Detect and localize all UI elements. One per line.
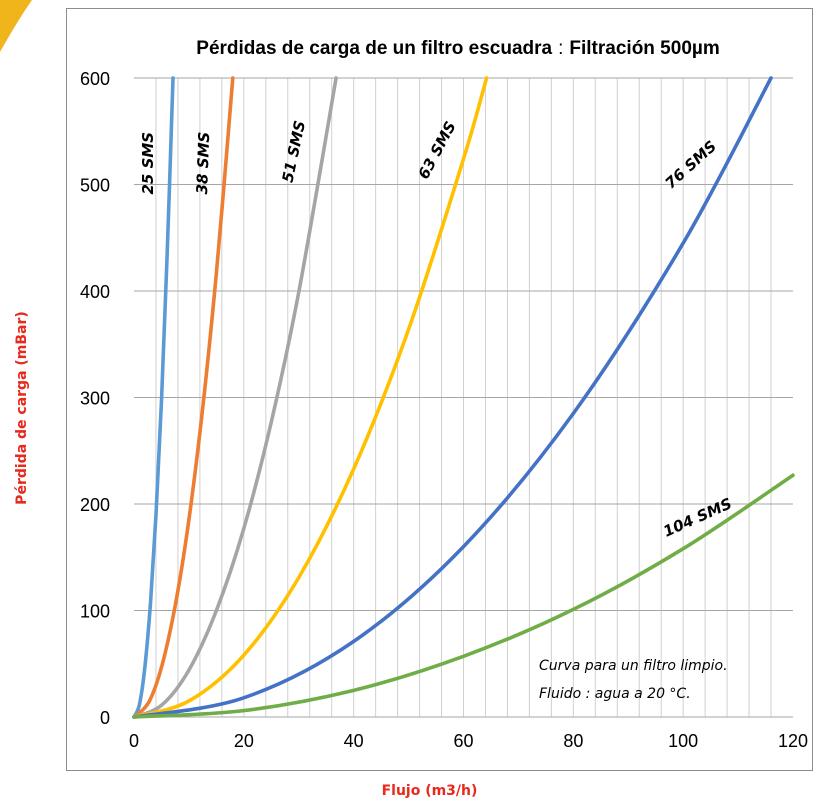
y-axis-label: Pérdida de carga (mBar) [14,311,30,505]
x-tick-label: 120 [778,731,808,751]
x-tick-label: 20 [234,731,254,751]
series-line-76-sms [132,76,773,719]
series-line-104-sms [132,473,795,719]
series-label: 25 SMS [139,132,157,195]
series-line-63-sms [132,76,489,719]
x-tick-label: 0 [129,731,139,751]
series-line-51-sms [132,76,338,719]
x-tick-label: 40 [344,731,364,751]
y-tick-label: 300 [80,389,110,409]
series-label: 104 SMS [661,494,735,540]
chart-title: Pérdidas de carga de un filtro escuadra:… [196,38,719,59]
x-axis-label: Flujo (m3/h) [381,783,478,799]
y-tick-label: 0 [100,708,110,728]
annotation-line-1: Curva para un filtro limpio. [539,658,728,674]
y-tick-label: 200 [80,495,110,515]
y-tick-label: 100 [80,602,110,622]
y-tick-label: 600 [80,69,110,89]
series-label: 63 SMS [414,118,459,182]
series-line-25-sms [132,76,175,719]
x-tick-label: 80 [563,731,583,751]
annotation-line-2: Fluido : agua a 20 °C. [539,686,691,702]
series-label: 38 SMS [193,131,213,194]
y-tick-label: 500 [80,176,110,196]
x-tick-label: 100 [668,731,698,751]
chart-area [66,8,813,771]
series-line-38-sms [132,76,235,719]
series-label: 51 SMS [279,119,310,184]
corner-accent [0,0,32,52]
y-tick-label: 400 [80,282,110,302]
x-tick-label: 60 [453,731,473,751]
